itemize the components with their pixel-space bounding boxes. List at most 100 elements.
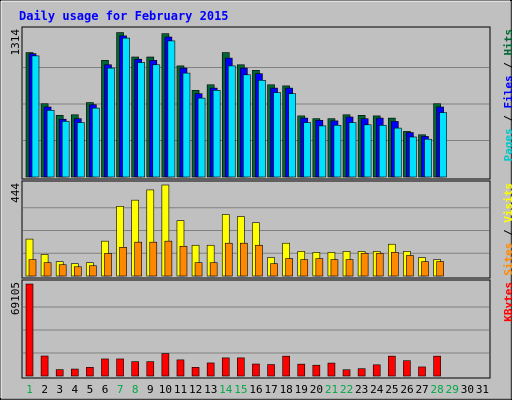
panel-bottom-legend-item-0: KBytes: [502, 282, 512, 322]
x-tick-label-13: 13: [204, 383, 217, 396]
x-tick-label-23: 23: [355, 383, 368, 396]
chart-title: Daily usage for February 2015: [19, 9, 229, 23]
bar-top-pages-day-5: [92, 107, 100, 178]
bar-top-pages-day-18: [288, 93, 296, 178]
x-tick-label-7: 7: [117, 383, 124, 396]
bar-top-pages-day-10: [167, 40, 176, 178]
bar-middle-sites-day-9: [149, 241, 158, 277]
bar-bottom-kbytes-day-3: [55, 369, 64, 377]
bar-top-pages-day-26: [409, 136, 417, 178]
bar-middle-sites-day-19: [300, 259, 309, 277]
bar-top-pages-day-23: [363, 124, 372, 178]
panel-top-ymax-label: 1314: [9, 29, 22, 56]
bar-bottom-kbytes-day-27: [418, 366, 426, 377]
bar-middle-sites-day-5: [89, 265, 97, 277]
x-tick-label-10: 10: [159, 383, 172, 396]
bar-middle-sites-day-20: [315, 258, 324, 277]
bar-middle-sites-day-13: [209, 262, 218, 277]
bar-middle-sites-day-22: [345, 259, 354, 277]
x-tick-label-2: 2: [41, 383, 48, 396]
x-tick-label-30: 30: [461, 383, 474, 396]
bar-top-pages-day-13: [212, 90, 221, 178]
panel-top-legend-item-4: Hits: [502, 29, 512, 56]
panel-top-legend: Pages / Files / Hits: [502, 29, 512, 162]
bar-bottom-kbytes-day-15: [237, 357, 245, 377]
x-tick-label-28: 28: [431, 383, 444, 396]
bar-top-pages-day-19: [303, 122, 312, 178]
x-tick-label-21: 21: [325, 383, 338, 396]
bar-top-pages-day-17: [273, 92, 281, 178]
panel-middle-legend-item-2: Visits: [502, 183, 512, 223]
bar-top-pages-day-15: [243, 74, 251, 178]
bar-bottom-kbytes-day-28: [433, 355, 441, 377]
bar-top-pages-day-8: [137, 62, 145, 178]
x-tick-label-26: 26: [400, 383, 413, 396]
bar-bottom-kbytes-day-1: [25, 283, 34, 377]
bar-middle-sites-day-15: [240, 242, 248, 277]
x-tick-label-18: 18: [280, 383, 293, 396]
bar-top-pages-day-28: [439, 112, 447, 178]
bar-bottom-kbytes-day-17: [267, 364, 275, 377]
bar-bottom-kbytes-day-22: [342, 369, 351, 377]
panel-middle-legend-item-1: /: [502, 223, 512, 243]
bar-middle-sites-day-1: [28, 259, 37, 277]
bar-top-pages-day-2: [46, 110, 55, 178]
bar-top-pages-day-14: [227, 65, 236, 178]
bar-bottom-kbytes-day-19: [297, 363, 306, 377]
panel-bottom-legend: KBytes: [502, 282, 512, 322]
x-tick-label-20: 20: [310, 383, 323, 396]
panel-bottom-box: [21, 279, 491, 379]
x-tick-label-3: 3: [56, 383, 63, 396]
bar-middle-sites-day-27: [421, 261, 429, 277]
x-tick-label-22: 22: [340, 383, 353, 396]
panel-top-legend-item-1: /: [502, 109, 512, 129]
bar-top-pages-day-11: [182, 72, 191, 178]
bar-top-pages-day-27: [424, 138, 432, 178]
panel-bottom-ymax-label: 69105: [9, 282, 22, 315]
x-tick-label-19: 19: [295, 383, 308, 396]
bar-middle-sites-day-14: [224, 242, 233, 277]
bar-top-pages-day-21: [333, 125, 342, 178]
x-tick-label-31: 31: [476, 383, 489, 396]
bar-top-pages-day-1: [31, 55, 40, 178]
bar-top-pages-day-12: [197, 97, 206, 178]
bar-bottom-kbytes-day-4: [70, 368, 79, 377]
bar-bottom-kbytes-day-7: [116, 358, 124, 377]
x-tick-label-6: 6: [102, 383, 109, 396]
bar-middle-sites-day-25: [391, 252, 399, 277]
panel-middle-legend: Sites / Visits: [502, 183, 512, 276]
bar-bottom-kbytes-day-6: [101, 358, 109, 377]
bar-bottom-kbytes-day-24: [372, 364, 381, 377]
panel-top-legend-item-2: Files: [502, 75, 512, 108]
bar-bottom-kbytes-day-9: [146, 361, 155, 377]
bar-middle-sites-day-7: [119, 247, 127, 277]
bar-middle-sites-day-17: [270, 263, 278, 277]
bar-bottom-kbytes-day-16: [252, 363, 260, 377]
bar-middle-sites-day-23: [360, 253, 369, 277]
x-tick-label-29: 29: [446, 383, 459, 396]
x-tick-label-14: 14: [219, 383, 233, 396]
bar-bottom-kbytes-day-18: [282, 355, 290, 377]
bar-middle-sites-day-12: [194, 262, 203, 277]
bar-middle-sites-day-4: [73, 266, 82, 277]
x-tick-label-16: 16: [249, 383, 262, 396]
panel-top-legend-item-3: /: [502, 56, 512, 76]
x-tick-label-25: 25: [385, 383, 398, 396]
x-tick-label-24: 24: [370, 383, 384, 396]
panel-top-legend-item-0: Pages: [502, 128, 512, 161]
bar-bottom-kbytes-day-11: [176, 359, 185, 377]
bar-top-pages-day-16: [258, 80, 266, 178]
bar-top-pages-day-24: [378, 125, 387, 178]
bar-bottom-kbytes-day-2: [40, 355, 49, 377]
x-tick-label-17: 17: [264, 383, 277, 396]
bar-bottom-kbytes-day-8: [131, 361, 139, 377]
bar-top-pages-day-9: [152, 64, 161, 178]
panel-middle-legend-item-0: Sites: [502, 243, 512, 276]
bar-middle-sites-day-26: [406, 255, 414, 277]
bar-middle-sites-day-8: [134, 241, 142, 277]
x-tick-label-9: 9: [147, 383, 154, 396]
bar-bottom-kbytes-day-26: [403, 360, 411, 377]
x-tick-label-8: 8: [132, 383, 139, 396]
